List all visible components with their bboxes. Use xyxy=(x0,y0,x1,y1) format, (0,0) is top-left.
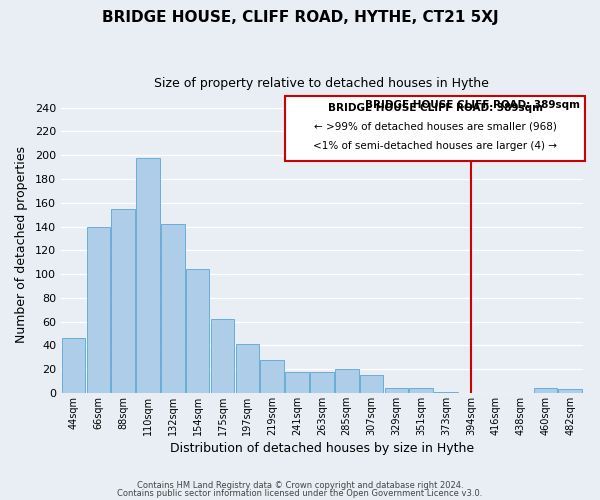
Bar xyxy=(285,372,309,393)
Text: BRIDGE HOUSE, CLIFF ROAD, HYTHE, CT21 5XJ: BRIDGE HOUSE, CLIFF ROAD, HYTHE, CT21 5X… xyxy=(101,10,499,25)
X-axis label: Distribution of detached houses by size in Hythe: Distribution of detached houses by size … xyxy=(170,442,474,455)
Bar xyxy=(236,344,259,393)
Bar xyxy=(559,390,582,393)
Title: Size of property relative to detached houses in Hythe: Size of property relative to detached ho… xyxy=(154,78,490,90)
Text: <1% of semi-detached houses are larger (4) →: <1% of semi-detached houses are larger (… xyxy=(313,140,557,150)
Y-axis label: Number of detached properties: Number of detached properties xyxy=(15,146,28,343)
Bar xyxy=(533,388,557,393)
Bar xyxy=(161,224,185,393)
Bar xyxy=(112,208,135,393)
Text: BRIDGE HOUSE CLIFF ROAD: 389sqm: BRIDGE HOUSE CLIFF ROAD: 389sqm xyxy=(328,104,543,114)
Bar xyxy=(186,270,209,393)
Bar xyxy=(62,338,85,393)
Bar xyxy=(211,319,235,393)
Bar xyxy=(385,388,408,393)
Bar xyxy=(260,360,284,393)
Bar xyxy=(310,372,334,393)
Bar xyxy=(86,226,110,393)
Text: ← >99% of detached houses are smaller (968): ← >99% of detached houses are smaller (9… xyxy=(314,122,557,132)
Bar xyxy=(409,388,433,393)
FancyBboxPatch shape xyxy=(286,96,585,161)
Bar xyxy=(136,158,160,393)
Text: Contains HM Land Registry data © Crown copyright and database right 2024.: Contains HM Land Registry data © Crown c… xyxy=(137,481,463,490)
Bar xyxy=(360,375,383,393)
Bar xyxy=(434,392,458,393)
Bar xyxy=(335,369,359,393)
Text: BRIDGE HOUSE CLIFF ROAD: 389sqm: BRIDGE HOUSE CLIFF ROAD: 389sqm xyxy=(365,100,580,110)
Text: Contains public sector information licensed under the Open Government Licence v3: Contains public sector information licen… xyxy=(118,488,482,498)
